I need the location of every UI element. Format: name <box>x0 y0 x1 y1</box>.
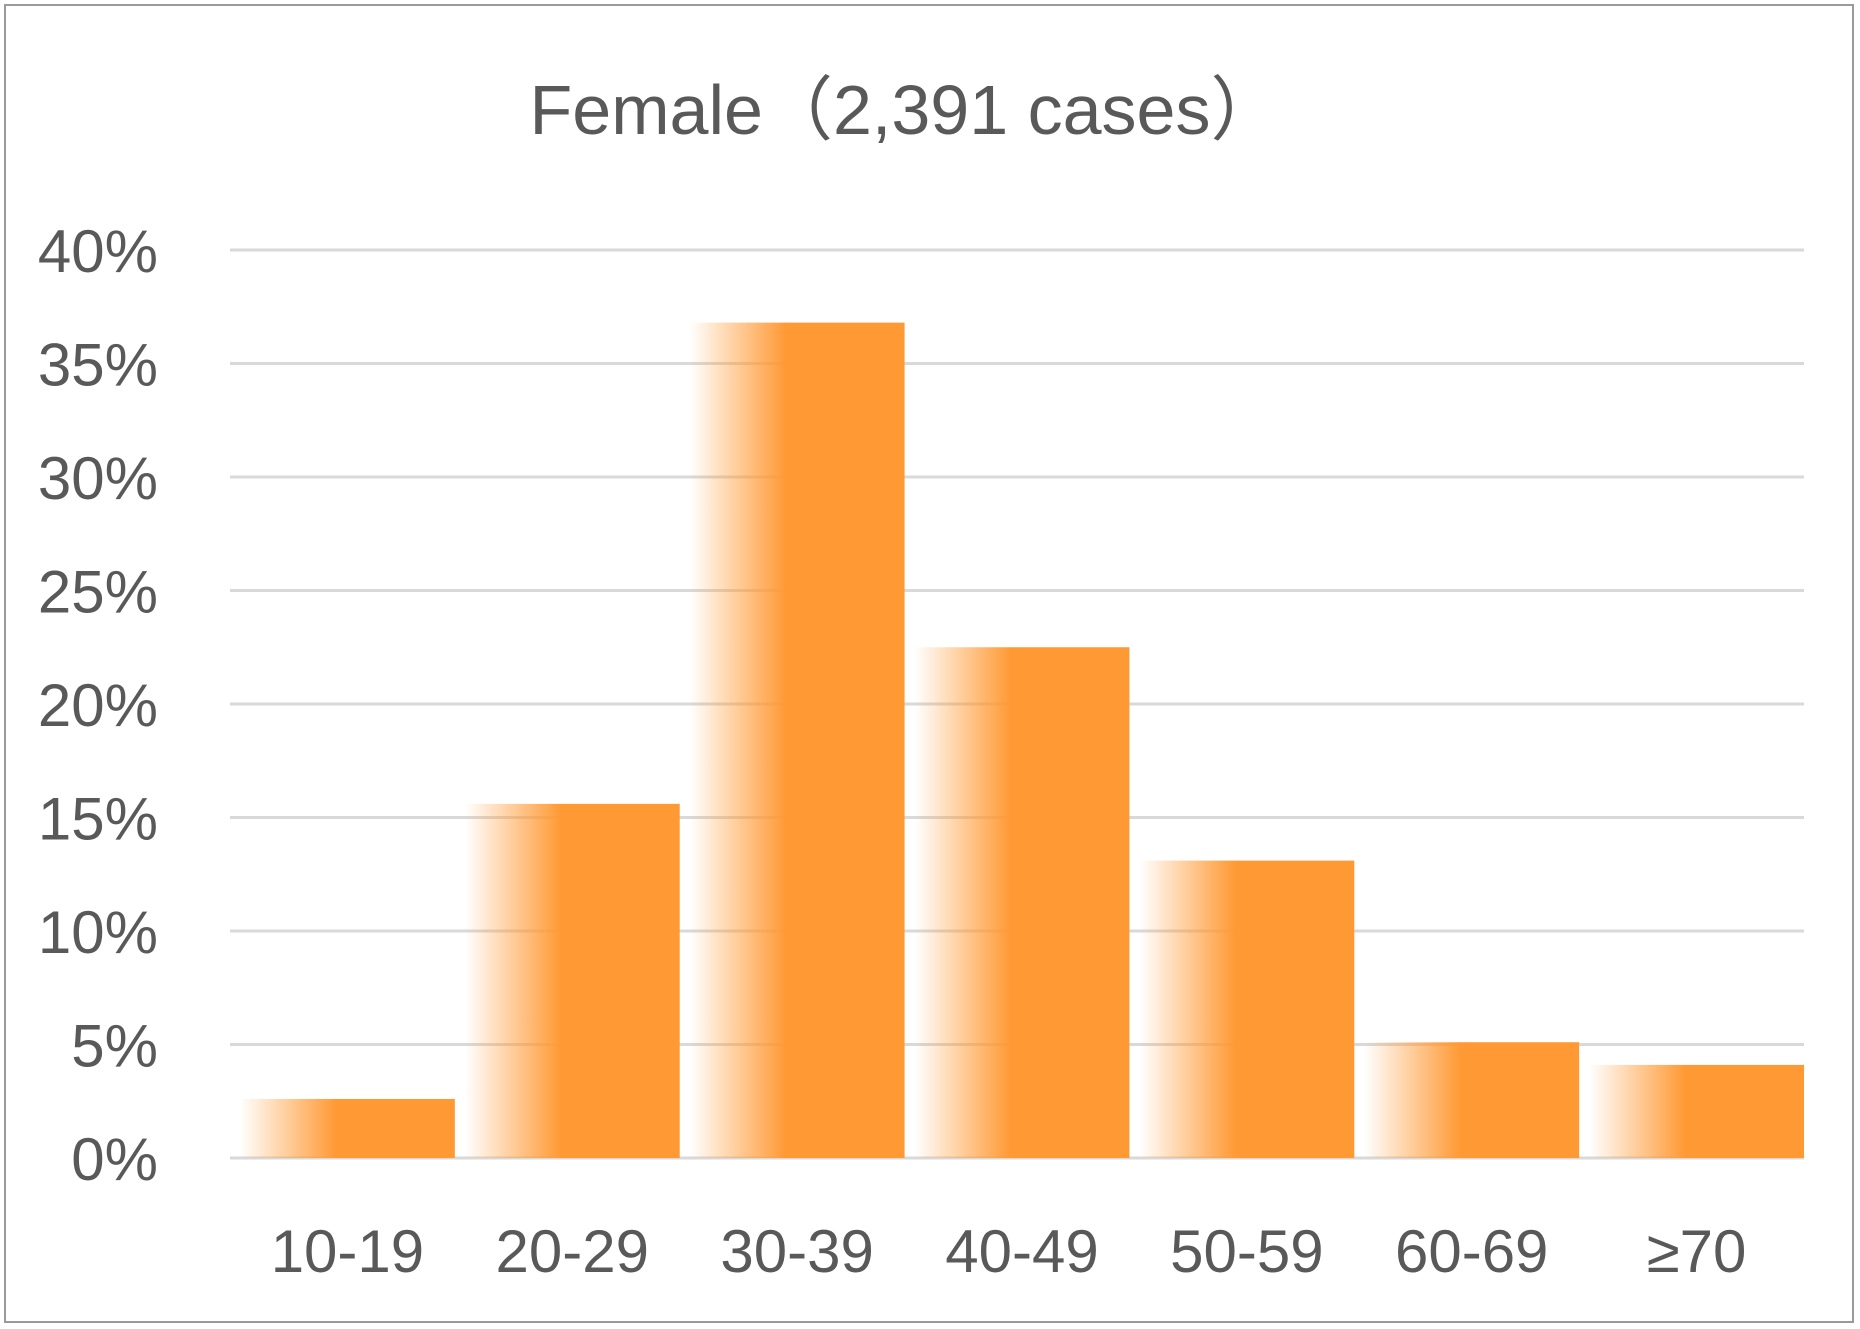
bar-≥70 <box>1589 1064 1804 1158</box>
x-tick-label: 20-29 <box>496 1218 649 1285</box>
x-tick-label: 60-69 <box>1395 1218 1548 1285</box>
x-tick-label: 50-59 <box>1170 1218 1323 1285</box>
chart-title: Female（2,391 cases） <box>530 71 1281 149</box>
bar-20-29 <box>464 803 680 1158</box>
bar-30-39 <box>689 322 905 1158</box>
y-tick-label: 35% <box>38 332 158 399</box>
x-tick-label: ≥70 <box>1647 1218 1747 1285</box>
x-tick-label: 30-39 <box>720 1218 873 1285</box>
y-axis-ticks: 0% 5% 10% 15% 20% 25% 30% 35% 40% <box>38 218 158 1193</box>
y-tick-label: 15% <box>38 786 158 853</box>
x-tick-label: 40-49 <box>945 1218 1098 1285</box>
y-tick-label: 40% <box>38 218 158 285</box>
y-tick-label: 5% <box>71 1013 158 1080</box>
bar-40-49 <box>914 647 1130 1158</box>
x-tick-label: 10-19 <box>271 1218 424 1285</box>
bar-50-59 <box>1139 860 1355 1158</box>
bar-10-19 <box>240 1098 455 1158</box>
bars <box>240 322 1804 1158</box>
x-axis-ticks: 10-19 20-29 30-39 40-49 50-59 60-69 ≥70 <box>271 1218 1747 1285</box>
y-tick-label: 30% <box>38 445 158 512</box>
y-tick-label: 0% <box>71 1126 158 1193</box>
y-tick-label: 25% <box>38 559 158 626</box>
bar-60-69 <box>1364 1042 1580 1158</box>
y-tick-label: 20% <box>38 672 158 739</box>
y-tick-label: 10% <box>38 899 158 966</box>
